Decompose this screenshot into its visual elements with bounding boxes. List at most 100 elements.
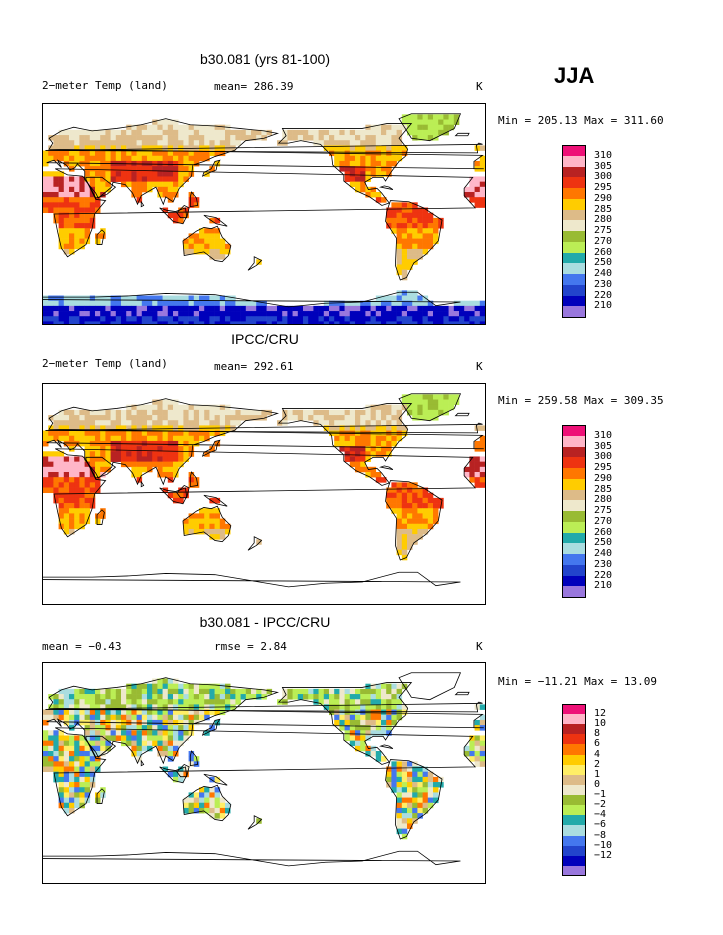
- coastline-eurasia: [46, 118, 484, 206]
- map-obs-temperature: [42, 383, 486, 605]
- colorbar-swatch: [562, 425, 586, 437]
- colorbar-label: 275: [594, 225, 613, 236]
- colorbar-label: 240: [594, 548, 613, 559]
- coastline-srilanka: [140, 480, 145, 488]
- coastline-nz: [247, 536, 263, 551]
- coastline-newguinea: [203, 773, 228, 786]
- coastline-madagascar: [96, 229, 105, 245]
- colorbar-swatch: [562, 284, 586, 296]
- colorbar-label: 250: [594, 537, 613, 549]
- coastline-srilanka: [140, 759, 145, 767]
- colorbar-label: 270: [594, 235, 613, 247]
- colorbar-swatch: [562, 468, 586, 480]
- colorbar-label: 295: [594, 182, 613, 193]
- colorbar-swatch: [562, 805, 586, 816]
- coastline-africa: [53, 727, 477, 817]
- colorbar-swatch: [562, 575, 586, 587]
- colorbar-label: 280: [594, 214, 613, 226]
- gridded-field: [43, 678, 485, 840]
- colorbar-label: −1: [594, 789, 607, 801]
- panel-left-label-diff: mean = −0.43: [42, 640, 122, 653]
- colorbar-swatch: [562, 295, 586, 307]
- colorbar-swatch: [562, 263, 586, 275]
- colorbar-label: 10: [594, 718, 607, 730]
- panel-units-model: K: [476, 80, 483, 93]
- colorbar-swatch: [562, 155, 586, 167]
- colorbar-label: 285: [594, 483, 613, 495]
- colorbar-swatch: [562, 231, 586, 243]
- coastline-arabia: [85, 735, 117, 758]
- coastline-australia: [182, 505, 232, 543]
- colorbar-label: −2: [594, 799, 607, 811]
- coastline-eurasia: [46, 398, 484, 486]
- colorbar-label: 4: [594, 748, 601, 760]
- season-label: JJA: [554, 63, 595, 88]
- colorbar-label: 210: [594, 300, 613, 312]
- colorbar-swatch: [562, 166, 586, 178]
- colorbar-swatch: [562, 754, 586, 766]
- coastline-borneo: [176, 204, 190, 219]
- coastline-nz: [247, 256, 263, 271]
- colorbar-label: 210: [594, 580, 613, 592]
- colorbar-label: 285: [594, 203, 613, 215]
- colorbar-model: 310 305 300 295 290 285 280 275 270 260 250 240 230 2…: [562, 145, 642, 318]
- coastline-cuba: [379, 185, 394, 190]
- colorbar-label: 220: [594, 289, 613, 301]
- coastline-arabia: [85, 456, 117, 479]
- colorbar-swatch: [562, 784, 586, 796]
- gridded-field: [43, 394, 485, 561]
- coastline-namerica: [277, 403, 413, 486]
- panel-units-obs: K: [476, 360, 483, 373]
- map-canvas-model: [43, 113, 485, 324]
- colorbar-swatch: [562, 714, 586, 725]
- coastline-greenland: [398, 672, 462, 701]
- coastline-greenland: [398, 113, 462, 142]
- colorbar-swatch: [562, 532, 586, 544]
- coastline-nz: [247, 815, 263, 830]
- colorbar-swatch: [562, 500, 586, 512]
- colorbar-swatch: [562, 306, 586, 318]
- coastline-newguinea: [203, 494, 228, 507]
- colorbar-swatch: [562, 478, 586, 490]
- coastline-japan: [201, 718, 221, 736]
- gridded-field: [43, 114, 485, 324]
- panel-left-label-obs: 2−meter Temp (land): [42, 357, 168, 370]
- colorbar-diff: 12 10 8 6 4 2 1 0 −1 −2 −4 −6 −8 −10 −12: [562, 704, 642, 877]
- colorbar-label: 8: [594, 728, 601, 740]
- coastline-borneo: [176, 484, 190, 499]
- coastline-japan: [201, 439, 221, 457]
- colorbar-swatch: [562, 457, 586, 469]
- coastline-indonesia: [159, 487, 188, 505]
- colorbar-swatch: [562, 446, 586, 458]
- coastline-borneo: [176, 763, 190, 778]
- panel-title-model: b30.081 (yrs 81-100): [200, 51, 330, 67]
- colorbar-swatch: [562, 209, 586, 221]
- panel-mean-label-model: mean= 286.39: [214, 80, 294, 93]
- colorbar-label: 305: [594, 160, 613, 172]
- coastline-uk: [45, 142, 483, 154]
- colorbar-label: 300: [594, 451, 613, 463]
- coastline-philippines: [189, 191, 199, 208]
- coastline-madagascar: [96, 509, 105, 525]
- coastline-australia: [182, 225, 232, 263]
- coastline-namerica: [277, 682, 413, 765]
- colorbar-swatch: [562, 188, 586, 200]
- colorbar-label: 230: [594, 558, 613, 570]
- minmax-obs: Min = 259.58 Max = 309.35: [498, 394, 664, 407]
- coastline-samerica: [385, 480, 443, 561]
- map-model-temperature: [42, 103, 486, 325]
- panel-rmse-label-diff: rmse = 2.84: [214, 640, 287, 653]
- colorbar-label: −10: [594, 839, 613, 851]
- coastline-namerica: [277, 123, 413, 206]
- colorbar-swatch: [562, 855, 586, 867]
- colorbar-label: −6: [594, 819, 607, 831]
- minmax-model: Min = 205.13 Max = 311.60: [498, 114, 664, 127]
- coastline-madagascar: [96, 788, 105, 804]
- coastline-newguinea: [203, 214, 228, 227]
- panel-title-obs: IPCC/CRU: [231, 331, 299, 347]
- panel-title-diff: b30.081 - IPCC/CRU: [199, 614, 331, 630]
- colorbar-swatch: [562, 554, 586, 566]
- colorbar-swatch: [562, 198, 586, 210]
- colorbar-label: 2: [594, 758, 601, 770]
- colorbar-swatch: [562, 241, 586, 253]
